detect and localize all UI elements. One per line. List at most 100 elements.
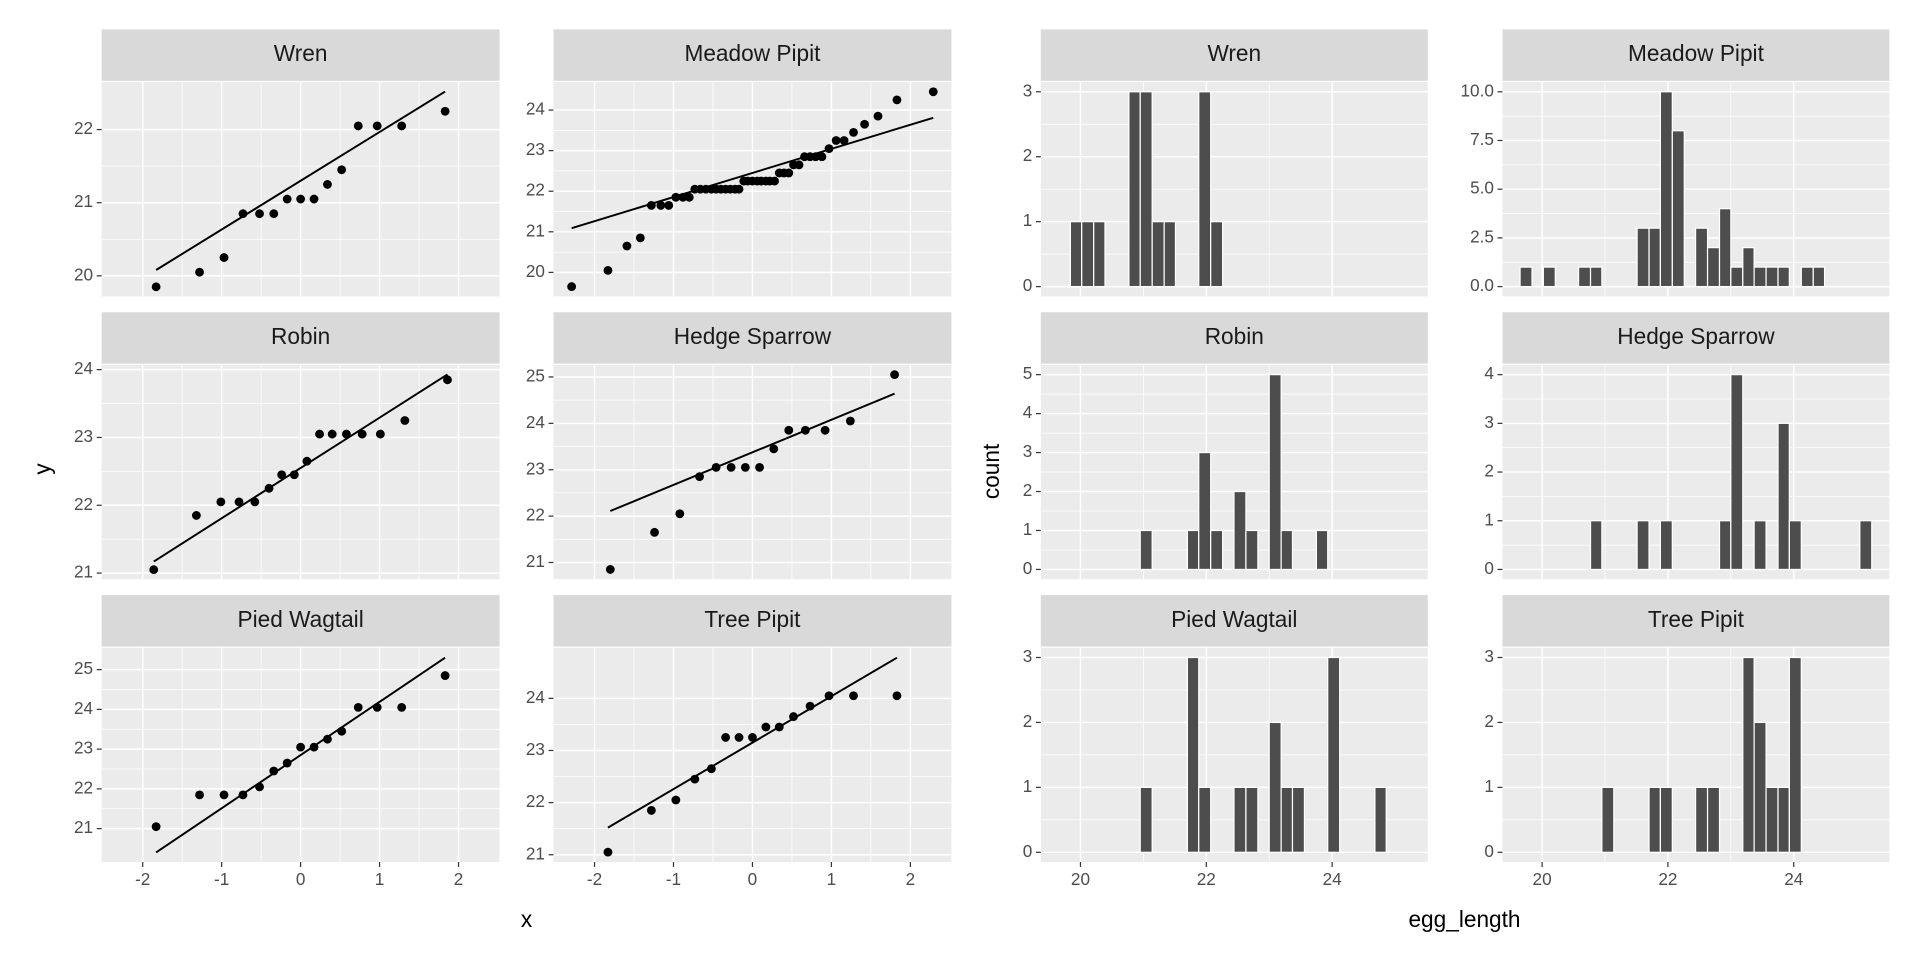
qq-point — [646, 806, 656, 815]
qq-line — [155, 656, 446, 854]
histogram-bar — [1186, 529, 1200, 571]
x-tick-label: 1 — [827, 869, 837, 889]
histogram-bar — [1268, 721, 1282, 853]
qq-point — [195, 267, 204, 277]
x-tick-label: -2 — [587, 869, 602, 889]
histogram-bar — [1233, 490, 1247, 571]
histogram-bar — [1139, 529, 1153, 571]
qq-point — [323, 180, 332, 189]
y-tick-label: 2 — [1484, 711, 1494, 731]
y-tick-label: 0 — [1484, 841, 1494, 861]
qq-point — [805, 701, 815, 711]
qq-point — [817, 152, 827, 162]
x-tick-label: 24 — [1323, 869, 1343, 889]
qq-point — [296, 194, 306, 204]
qq-point — [664, 201, 674, 210]
strip-background — [553, 595, 952, 647]
qq-point — [706, 764, 716, 774]
qq-point — [151, 822, 161, 832]
qq-point — [397, 702, 407, 712]
histogram-bar — [1659, 520, 1673, 571]
qq-point — [849, 127, 858, 137]
histogram-bar — [1706, 786, 1721, 853]
qq-point — [315, 429, 324, 439]
qq-point — [337, 165, 347, 175]
qq-point — [800, 425, 810, 435]
qq-point — [216, 497, 226, 507]
histogram-bar — [1186, 656, 1200, 853]
y-tick-label: 5.0 — [1470, 178, 1494, 198]
x-tick-label: -2 — [135, 869, 150, 889]
y-tick-label: 21 — [526, 220, 545, 240]
y-tick-label: 23 — [74, 426, 93, 446]
strip-background — [101, 595, 500, 647]
y-tick-label: 0 — [1023, 275, 1033, 295]
histogram-bar — [1151, 221, 1165, 288]
qq-point — [440, 106, 450, 116]
strip-background — [1502, 312, 1890, 364]
qq-line — [155, 90, 446, 271]
y-tick-label: 3 — [1484, 646, 1494, 666]
histogram-bar — [1765, 786, 1779, 853]
qq-point — [397, 121, 407, 131]
y-tick-label: 4 — [1023, 402, 1033, 422]
qq-point — [282, 194, 292, 204]
y-tick-label: 20 — [74, 264, 93, 284]
qq-point — [740, 462, 750, 472]
histogram-bar — [1233, 786, 1247, 853]
x-tick-label: 2 — [454, 869, 464, 889]
qq-point — [269, 209, 279, 219]
qq-point — [238, 790, 248, 800]
y-tick-label: 0.0 — [1470, 275, 1494, 295]
histogram-bar — [1163, 221, 1177, 288]
qq-point — [734, 733, 744, 742]
strip-title: Pied Wagtail — [1171, 606, 1297, 632]
histogram-bar — [1542, 266, 1556, 288]
strip-background — [101, 29, 500, 81]
qq-point — [784, 425, 794, 435]
qq-point — [238, 209, 248, 219]
qq-point — [769, 444, 779, 454]
histogram-bar — [1671, 130, 1685, 288]
qq-point — [443, 375, 452, 385]
histogram-bar — [1210, 529, 1224, 571]
y-tick-label: 3 — [1023, 646, 1033, 666]
y-tick-label: 24 — [526, 99, 546, 119]
x-axis-title: egg_length — [1408, 906, 1520, 932]
strip-title: Tree Pipit — [704, 606, 801, 632]
histogram-bar — [1280, 529, 1294, 571]
y-tick-label: 3 — [1023, 80, 1033, 100]
y-tick-label: 20 — [526, 261, 545, 281]
histogram-bar — [1753, 266, 1767, 288]
qq-point — [860, 119, 869, 129]
histogram-bar — [1706, 247, 1721, 288]
histogram-bar — [1636, 227, 1650, 288]
x-tick-label: 0 — [748, 869, 758, 889]
histogram-bar — [1730, 374, 1744, 571]
histogram-bar — [1093, 221, 1106, 288]
x-tick-label: -1 — [214, 869, 229, 889]
qq-point — [671, 795, 681, 805]
y-tick-label: 24 — [74, 358, 94, 378]
histogram-bar — [1777, 422, 1790, 571]
y-tick-label: 3 — [1484, 412, 1494, 432]
y-tick-label: 25 — [74, 658, 93, 678]
histogram-bar — [1327, 656, 1341, 853]
qq-point — [323, 734, 332, 744]
qq-point — [849, 691, 858, 701]
qq-line — [153, 373, 449, 563]
histogram-bar — [1777, 786, 1790, 853]
y-tick-label: 23 — [526, 139, 545, 159]
y-tick-label: 22 — [74, 118, 93, 138]
histogram-bar — [1589, 266, 1603, 288]
qq-point — [337, 726, 347, 736]
y-tick-label: 10.0 — [1461, 80, 1494, 100]
strip-title: Wren — [274, 40, 328, 66]
qq-point — [892, 95, 902, 105]
y-tick-label: 21 — [526, 551, 545, 571]
strip-background — [1040, 29, 1428, 81]
qq-point — [277, 470, 287, 480]
x-tick-label: 2 — [906, 869, 916, 889]
qq-point — [195, 790, 204, 800]
strip-background — [1040, 595, 1428, 647]
